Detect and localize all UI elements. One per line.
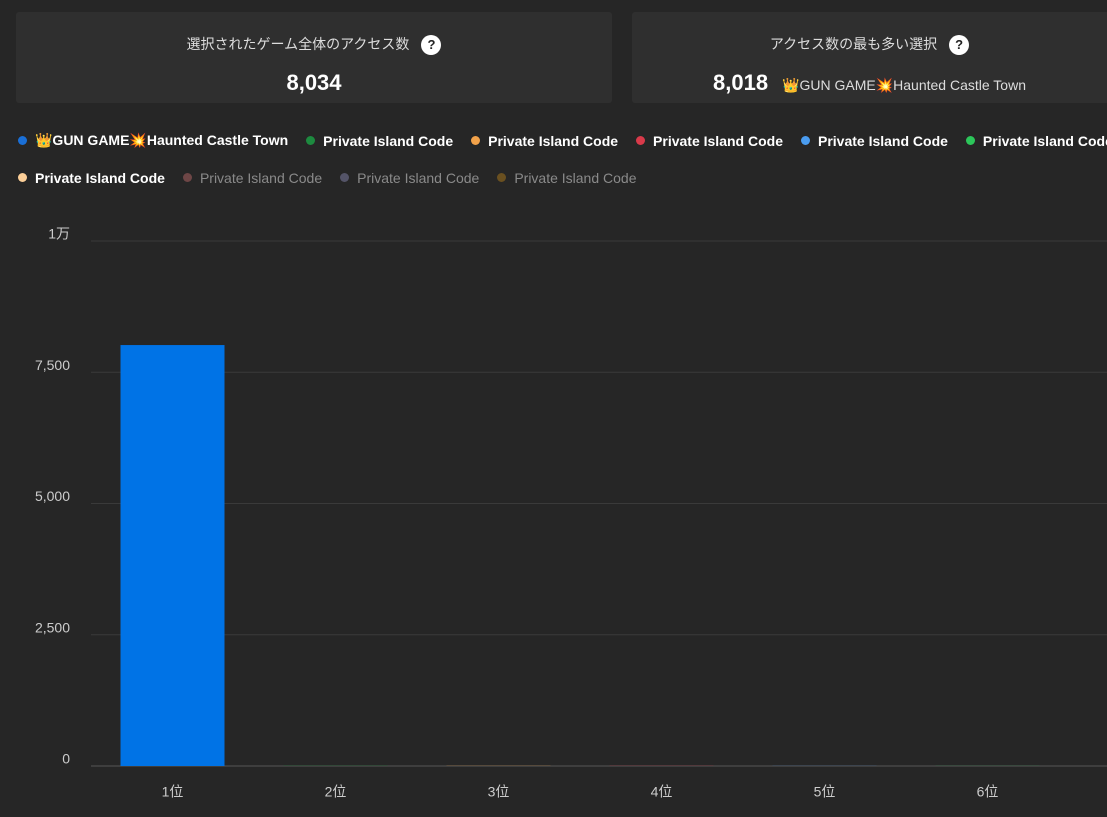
legend-label: Private Island Code bbox=[199, 169, 323, 186]
legend-item[interactable]: Private Island Code bbox=[636, 130, 783, 151]
legend-dot bbox=[471, 136, 481, 145]
legend-label: Private Island Code bbox=[514, 169, 637, 186]
legend-dot bbox=[18, 173, 27, 182]
legend-label: Private Island Code bbox=[323, 132, 454, 149]
card-value: 8,034 bbox=[286, 70, 342, 95]
legend-label: Private Island Code bbox=[817, 132, 948, 149]
legend-item[interactable]: Private Island Code bbox=[800, 130, 948, 151]
x-tick-label: 1位 bbox=[162, 784, 184, 800]
legend-label: 👑GUN GAME💥Haunted Castle Town bbox=[35, 132, 289, 148]
legend-dot bbox=[636, 136, 646, 145]
x-tick-label: 2位 bbox=[325, 784, 347, 800]
legend-dot bbox=[340, 173, 350, 182]
top-card: アクセス数の最も多い選択? 8,018 👑GUN GAME💥Haunted Cas… bbox=[632, 12, 1107, 103]
card-value-row: 8,018 👑GUN GAME💥Haunted Castle Town bbox=[632, 70, 1107, 96]
legend-label: Private Island Code bbox=[982, 132, 1107, 149]
help-icon[interactable]: ? bbox=[949, 35, 970, 56]
legend-item[interactable]: Private Island Code bbox=[497, 167, 637, 188]
legend-item[interactable]: Private Island Code bbox=[306, 130, 453, 151]
y-tick-label: 2,500 bbox=[35, 619, 70, 635]
x-tick-label: 6位 bbox=[977, 784, 999, 800]
y-tick-label: 1万 bbox=[48, 226, 70, 242]
legend-item[interactable]: Private Island Code bbox=[340, 167, 479, 188]
y-tick-label: 5,000 bbox=[35, 488, 70, 504]
legend-item[interactable]: Private Island Code bbox=[18, 167, 165, 188]
x-tick-label: 3位 bbox=[488, 784, 510, 800]
x-tick-label: 5位 bbox=[814, 784, 836, 800]
total-card: 選択されたゲーム全体のアクセス数? 8,034 bbox=[16, 12, 612, 103]
legend-label: Private Island Code bbox=[488, 132, 619, 149]
card-label-text: 選択されたゲーム全体のアクセス数 bbox=[186, 36, 410, 52]
legend-label: Private Island Code bbox=[35, 169, 165, 186]
legend-dot bbox=[800, 136, 810, 145]
bar bbox=[120, 345, 225, 766]
card-label-text: アクセス数の最も多い選択 bbox=[769, 36, 938, 52]
legend-item[interactable]: Private Island Code bbox=[965, 130, 1107, 151]
legend-dot bbox=[182, 173, 192, 182]
card-label: 選択されたゲーム全体のアクセス数? bbox=[16, 34, 612, 56]
legend-label: Private Island Code bbox=[653, 132, 783, 149]
help-icon[interactable]: ? bbox=[421, 35, 442, 56]
legend: 👑GUN GAME💥Haunted Castle Town Private Isl… bbox=[18, 130, 1107, 188]
y-tick-label: 0 bbox=[62, 751, 70, 767]
y-tick-label: 7,500 bbox=[35, 357, 70, 373]
card-label: アクセス数の最も多い選択? bbox=[632, 34, 1107, 56]
legend-item[interactable]: Private Island Code bbox=[471, 130, 618, 151]
legend-item[interactable]: Private Island Code bbox=[182, 167, 323, 188]
legend-dot bbox=[965, 136, 975, 145]
legend-item[interactable]: 👑GUN GAME💥Haunted Castle Town bbox=[18, 130, 288, 151]
legend-dot bbox=[18, 136, 27, 145]
legend-label: Private Island Code bbox=[357, 169, 480, 186]
card-value: 8,018 bbox=[713, 70, 769, 95]
legend-dot bbox=[306, 136, 316, 145]
card-detail: 👑GUN GAME💥Haunted Castle Town bbox=[782, 77, 1026, 93]
x-tick-label: 4位 bbox=[651, 784, 673, 800]
legend-dot bbox=[497, 173, 507, 182]
